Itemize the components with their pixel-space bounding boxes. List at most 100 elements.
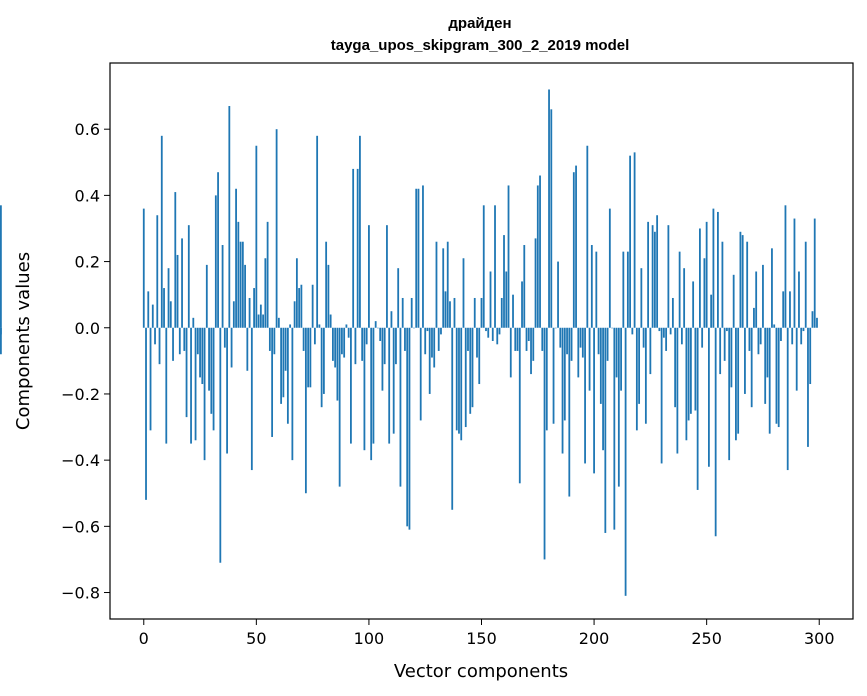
bar <box>768 327 771 434</box>
bar <box>514 327 517 351</box>
bar <box>390 311 393 328</box>
bar <box>762 264 764 328</box>
bar <box>676 327 679 454</box>
bar <box>392 327 395 434</box>
bar <box>651 225 654 328</box>
bar <box>611 327 613 329</box>
bar <box>505 271 508 328</box>
bar <box>343 327 346 358</box>
bar <box>798 271 800 328</box>
plot-frame <box>109 62 854 620</box>
bar <box>503 235 505 328</box>
bar <box>363 327 366 451</box>
bar <box>683 268 686 328</box>
bar <box>771 248 773 328</box>
bar <box>395 327 397 365</box>
bar <box>446 241 449 328</box>
bar <box>291 327 294 461</box>
bar <box>404 327 406 351</box>
bar <box>744 327 746 394</box>
bar <box>372 327 375 444</box>
bar <box>361 327 364 361</box>
bar <box>282 327 285 398</box>
bar <box>804 241 807 328</box>
bar <box>509 327 512 378</box>
bar <box>568 327 571 497</box>
bar <box>408 327 411 530</box>
bar <box>518 327 521 484</box>
bar <box>444 291 447 328</box>
bar <box>147 291 150 328</box>
bar <box>539 175 541 328</box>
bar <box>780 327 782 341</box>
bar <box>347 327 350 338</box>
y-axis-ticks: −0.8 −0.6 −0.4 −0.2 0.0 0.2 0.4 0.6 <box>61 120 110 603</box>
bar <box>424 327 427 355</box>
bar <box>286 327 289 424</box>
bar <box>165 327 168 444</box>
bar <box>293 301 296 328</box>
bar <box>284 327 287 371</box>
bar <box>795 327 798 391</box>
bar <box>642 327 645 348</box>
bar <box>199 327 201 378</box>
bar <box>710 294 713 328</box>
bar <box>205 264 208 328</box>
bar <box>705 221 708 328</box>
bar <box>338 327 341 487</box>
bar <box>534 238 537 328</box>
bar <box>320 327 323 408</box>
bar <box>262 314 264 328</box>
bar <box>590 245 593 328</box>
bar <box>588 327 591 391</box>
bar <box>142 208 145 328</box>
x-tick-label: 300 <box>804 629 835 648</box>
bar <box>496 327 499 345</box>
bar <box>521 281 523 328</box>
bar <box>530 327 532 375</box>
bar <box>543 327 546 560</box>
bar <box>563 327 566 421</box>
bar <box>802 327 805 332</box>
bar <box>181 238 183 328</box>
bar <box>151 304 154 328</box>
bar <box>226 327 228 454</box>
bar <box>757 327 760 355</box>
bar <box>253 288 255 328</box>
bar <box>401 297 404 328</box>
bar <box>550 109 553 328</box>
bar <box>617 327 620 487</box>
bar <box>298 288 301 328</box>
bar <box>807 327 809 447</box>
x-axis-ticks: 0 50 100 150 200 250 300 <box>139 619 835 648</box>
y-tick-label: 0.2 <box>75 253 100 272</box>
bar <box>388 327 391 444</box>
y-tick-label: 0.0 <box>75 319 100 338</box>
x-tick-label: 200 <box>579 629 610 648</box>
bar <box>674 327 677 408</box>
bar <box>746 241 749 328</box>
bar <box>541 327 544 351</box>
bar <box>183 327 186 351</box>
bar <box>694 327 697 411</box>
bar <box>739 231 742 328</box>
bar <box>426 327 429 332</box>
bar <box>570 327 573 361</box>
bar <box>786 327 789 471</box>
bar <box>322 327 325 394</box>
bar <box>415 188 418 328</box>
bar <box>383 327 386 365</box>
bar <box>554 327 557 329</box>
bar <box>624 327 627 596</box>
bar <box>268 327 271 351</box>
bar <box>313 327 316 345</box>
x-tick-label: 100 <box>354 629 385 648</box>
x-tick-label: 250 <box>691 629 722 648</box>
bar <box>223 327 226 348</box>
bar <box>584 327 586 464</box>
bar <box>201 327 204 385</box>
bar <box>0 327 2 335</box>
bar <box>469 327 472 414</box>
bar <box>352 168 355 328</box>
bar <box>365 327 368 345</box>
